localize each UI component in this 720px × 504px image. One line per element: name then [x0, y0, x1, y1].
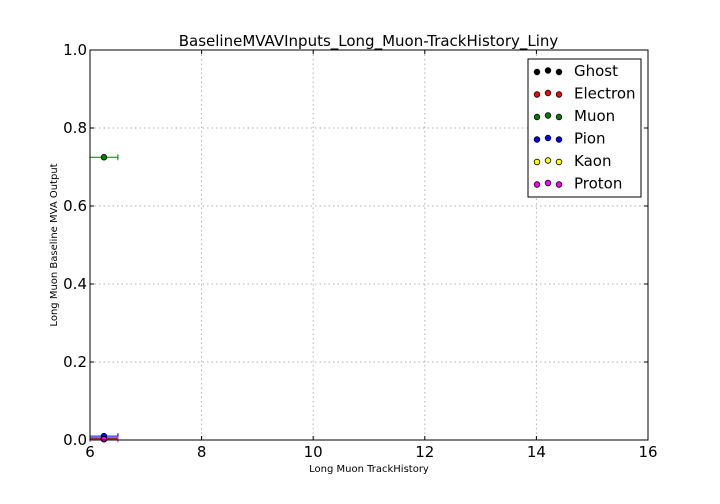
legend-marker-kaon: [544, 157, 552, 164]
x-tick-label: 14: [527, 443, 546, 461]
legend-label-muon: Muon: [574, 107, 615, 125]
legend-marker-kaon: [555, 158, 563, 166]
legend-marker-proton: [544, 179, 552, 187]
x-tick-label: 16: [638, 443, 657, 461]
legend-marker-ghost: [555, 68, 563, 76]
legend-marker-kaon: [533, 158, 541, 166]
y-tick-labels: 0.0 0.2 0.4 0.6 0.8 1.0: [63, 41, 87, 449]
axis-ticks: [89, 49, 649, 441]
legend-label-ghost: Ghost: [574, 62, 618, 80]
x-axis-label: Long Muon TrackHistory: [309, 464, 429, 475]
y-tick-label: 1.0: [63, 41, 87, 59]
legend-marker-electron: [544, 89, 552, 97]
legend-marker-electron: [555, 91, 563, 98]
legend-box: [527, 58, 642, 198]
legend-marker-pion: [544, 134, 552, 142]
y-tick-label: 0.2: [63, 353, 87, 371]
legend-marker-ghost: [544, 67, 552, 74]
y-axis-label: Long Muon Baseline MVA Output: [49, 163, 60, 326]
legend-marker-muon: [555, 113, 563, 121]
y-tick-label: 0.0: [63, 431, 87, 449]
plot-area-frame: [89, 49, 649, 441]
x-tick-label: 8: [197, 443, 207, 461]
data-point-proton: [100, 436, 108, 443]
legend-marker-proton: [533, 181, 541, 188]
y-tick-label: 0.8: [63, 119, 87, 137]
legend-label-electron: Electron: [574, 85, 636, 103]
x-tick-label: 6: [85, 443, 95, 461]
legend-label-pion: Pion: [574, 130, 606, 148]
x-tick-label: 10: [304, 443, 323, 461]
error-bars: [89, 154, 119, 443]
legend-marker-electron: [533, 91, 541, 98]
legend-marker-muon: [544, 112, 552, 119]
y-tick-label: 0.6: [63, 197, 87, 215]
y-tick-label: 0.4: [63, 275, 87, 293]
legend-label-kaon: Kaon: [574, 152, 611, 170]
x-tick-labels: 6 8 10 12 14 16: [85, 443, 657, 461]
x-tick-label: 12: [415, 443, 434, 461]
legend-marker-pion: [533, 136, 541, 143]
chart-title: BaselineMVAVInputs_Long_Muon-TrackHistor…: [179, 32, 559, 51]
data-points: [100, 154, 108, 443]
legend-label-proton: Proton: [574, 175, 622, 193]
legend-marker-ghost: [533, 68, 541, 76]
data-point-muon: [100, 154, 108, 161]
legend-marker-proton: [555, 181, 563, 188]
legend-marker-muon: [533, 113, 541, 121]
legend: Ghost Electron Muon Pion Kaon Proton: [527, 58, 642, 198]
legend-marker-pion: [555, 136, 563, 143]
